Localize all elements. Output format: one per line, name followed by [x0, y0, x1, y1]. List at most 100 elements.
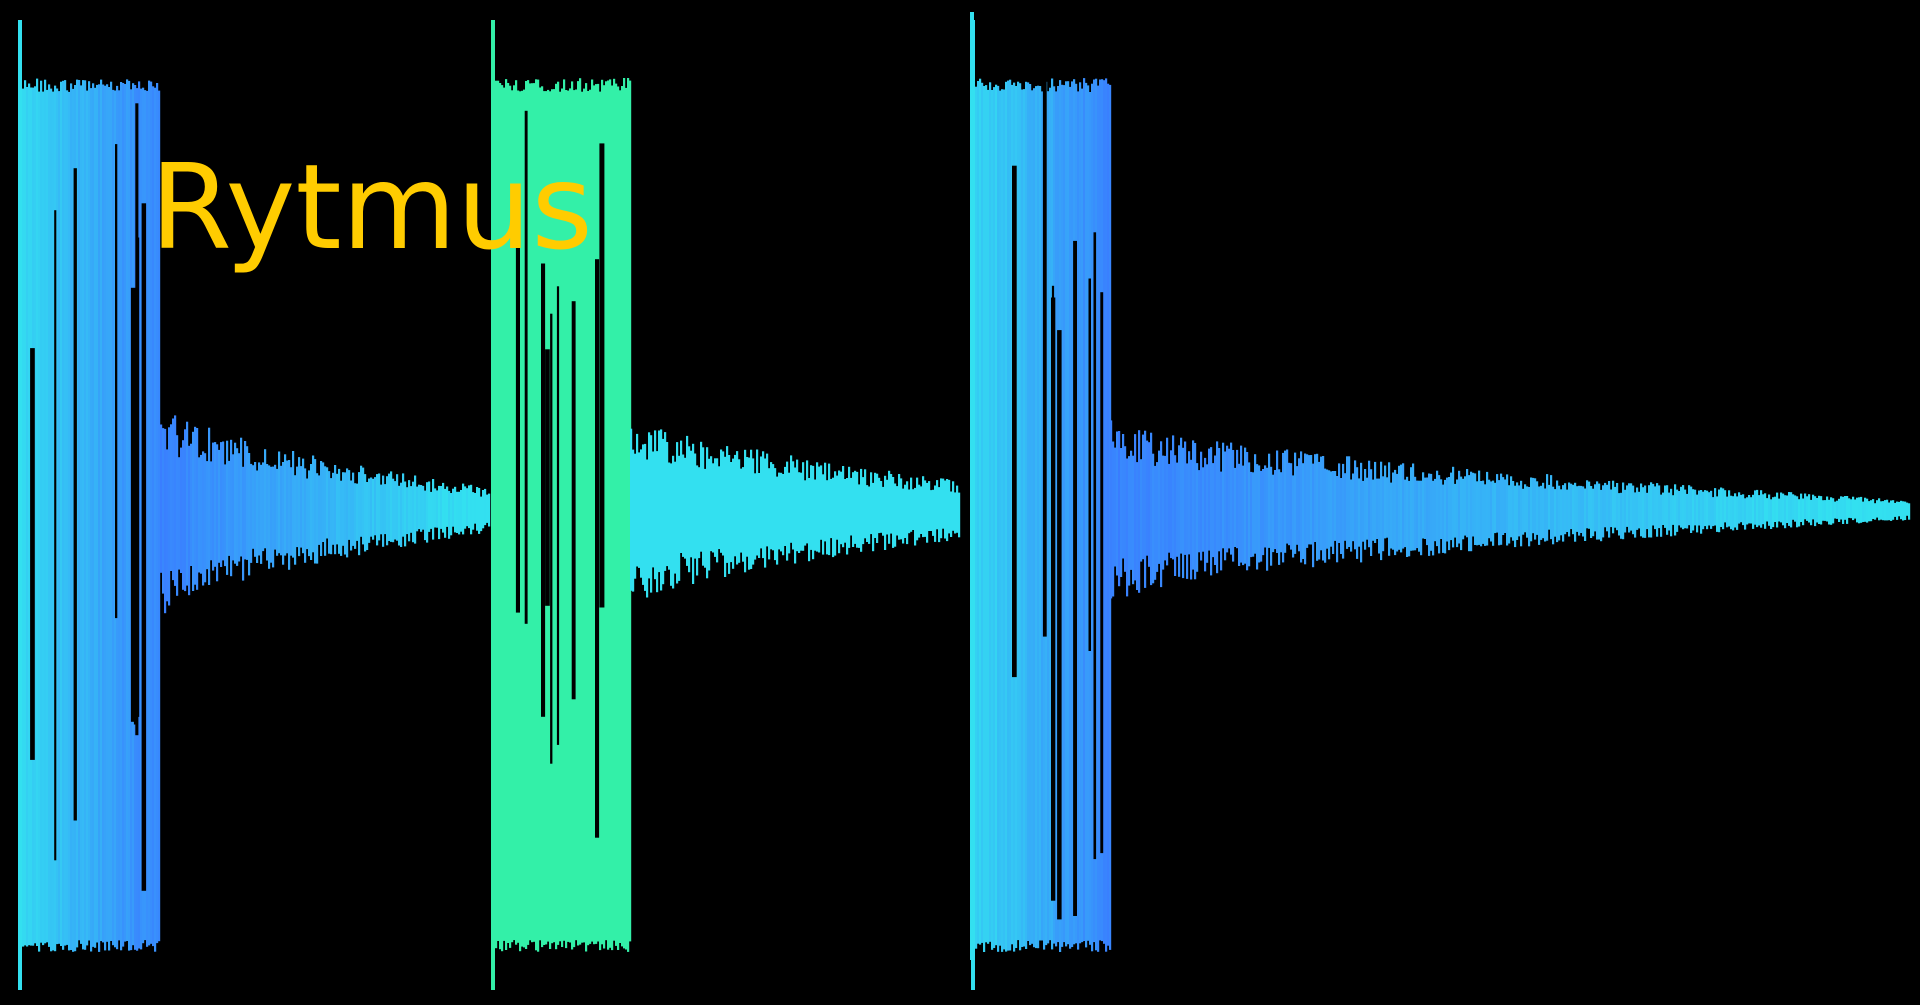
waveform-bar: [162, 428, 165, 594]
waveform-bar: [1732, 496, 1735, 531]
waveform-bar: [1868, 501, 1871, 522]
waveform-bar: [1107, 83, 1110, 946]
waveform-bar: [1808, 494, 1811, 523]
waveform-bar: [436, 490, 439, 528]
waveform-bar: [790, 455, 793, 543]
waveform-bar: [1632, 485, 1635, 535]
waveform-bar: [1790, 492, 1793, 528]
waveform-bar: [954, 492, 957, 534]
waveform-bar: [830, 478, 833, 539]
waveform-bar: [591, 79, 594, 942]
waveform-bar: [862, 477, 865, 545]
waveform-bar: [190, 443, 193, 566]
waveform-bar: [1276, 450, 1279, 553]
waveform-bar: [786, 461, 789, 561]
waveform-bar: [1468, 475, 1471, 552]
waveform-bar: [505, 79, 508, 951]
waveform-bar: [34, 86, 37, 944]
waveform-bar: [1904, 501, 1907, 520]
waveform-bar: [1292, 475, 1295, 558]
waveform-bar: [156, 83, 159, 944]
waveform-bar: [694, 453, 697, 559]
waveform-bar: [412, 481, 415, 543]
waveform-bar: [388, 473, 391, 541]
waveform-bar: [1560, 489, 1563, 536]
waveform-bar: [894, 483, 897, 547]
waveform-bar: [1770, 499, 1773, 529]
waveform-bar: [178, 457, 181, 570]
waveform-bar: [428, 481, 431, 532]
waveform-bar: [848, 466, 851, 548]
waveform-bar: [708, 458, 711, 571]
waveform-bar: [1490, 481, 1493, 542]
waveform-bar: [446, 486, 449, 527]
waveform-bar: [280, 465, 283, 556]
waveform-bar: [854, 470, 857, 544]
waveform-bar: [1766, 498, 1769, 522]
waveform-bar: [170, 424, 173, 571]
waveform-bar: [366, 482, 369, 550]
waveform-bar: [208, 427, 211, 585]
waveform-bar: [168, 427, 171, 606]
waveform-bar: [1796, 496, 1799, 528]
waveform-bar: [1820, 496, 1823, 525]
waveform-bar: [774, 468, 777, 561]
waveform-bar: [1666, 485, 1669, 535]
waveform-bar: [1620, 492, 1623, 539]
waveform-bar: [1598, 483, 1601, 540]
waveform-bar: [1536, 481, 1539, 535]
waveform-bar: [856, 471, 859, 548]
waveform-bar: [320, 461, 323, 556]
waveform-bar: [537, 79, 540, 952]
waveform-bar: [788, 472, 791, 554]
waveform-bar: [372, 478, 375, 540]
waveform-bar: [704, 468, 707, 568]
waveform-bar: [1772, 497, 1775, 528]
waveform-bar: [650, 435, 653, 593]
waveform-bar: [1458, 470, 1461, 544]
waveform-bar: [1324, 468, 1327, 563]
waveform-bar: [452, 488, 455, 527]
waveform-bar: [1818, 495, 1821, 524]
waveform-bar: [1748, 495, 1751, 524]
waveform-bar: [1684, 489, 1687, 529]
waveform-bar: [1744, 498, 1747, 530]
waveform-bar: [1726, 496, 1729, 528]
waveform-bar: [1558, 485, 1561, 541]
waveform-bar: [1838, 498, 1841, 522]
waveform-bar: [876, 473, 879, 543]
waveform-bar: [609, 79, 612, 948]
waveform-bar: [668, 462, 671, 570]
waveform-bar: [262, 462, 265, 552]
waveform-bar: [302, 458, 305, 554]
waveform-bar: [1592, 488, 1595, 537]
waveform-bar: [56, 88, 59, 945]
waveform-bar: [1750, 497, 1753, 524]
waveform-bar: [1826, 496, 1829, 522]
waveform-bar: [1792, 494, 1795, 520]
waveform-bar: [410, 486, 413, 533]
waveform-bar: [234, 442, 237, 564]
waveform-bar: [1892, 500, 1895, 520]
waveform-bar: [1474, 473, 1477, 545]
waveform-bar: [1608, 481, 1611, 538]
waveform-bar: [1210, 447, 1213, 576]
waveform-bar: [607, 80, 610, 950]
waveform-bar: [154, 87, 157, 952]
waveform-bar: [1222, 442, 1225, 549]
waveform-bar: [390, 471, 393, 542]
waveform-bar: [352, 472, 355, 546]
waveform-bar: [509, 85, 512, 948]
waveform-bar: [844, 479, 847, 543]
waveform-bar: [860, 468, 863, 552]
waveform-bar: [1730, 495, 1733, 530]
waveform-bar: [846, 478, 849, 555]
waveform-bar: [812, 465, 815, 560]
waveform-bar: [1176, 462, 1179, 557]
waveform-bar: [1568, 482, 1571, 537]
waveform-bar: [750, 449, 753, 569]
waveform-bar: [115, 144, 118, 619]
waveform-bar: [1896, 501, 1899, 520]
waveform-bar: [832, 477, 835, 558]
waveform-bar: [1314, 454, 1317, 542]
